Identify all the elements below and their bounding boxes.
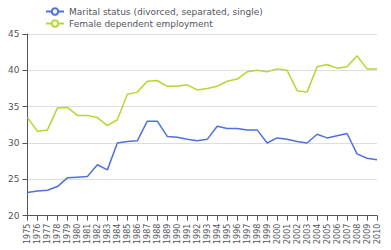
- svg-text:2003: 2003: [303, 224, 312, 244]
- svg-text:1977: 1977: [43, 224, 52, 244]
- svg-text:1987: 1987: [143, 224, 152, 244]
- svg-text:Marital status (divorced, sepa: Marital status (divorced, separated, sin…: [69, 7, 263, 17]
- svg-text:1979: 1979: [63, 224, 72, 244]
- svg-text:1995: 1995: [223, 224, 232, 244]
- svg-text:2002: 2002: [293, 224, 302, 244]
- svg-text:1986: 1986: [133, 224, 142, 244]
- svg-text:1981: 1981: [83, 224, 92, 244]
- svg-text:2005: 2005: [323, 224, 332, 244]
- svg-text:25: 25: [8, 174, 19, 184]
- svg-text:2010: 2010: [373, 224, 382, 244]
- svg-text:1982: 1982: [93, 224, 102, 244]
- svg-text:1990: 1990: [173, 224, 182, 244]
- svg-text:1994: 1994: [213, 224, 222, 244]
- svg-text:20: 20: [8, 211, 20, 221]
- svg-text:2007: 2007: [343, 224, 352, 244]
- svg-text:2004: 2004: [313, 224, 322, 244]
- svg-text:1993: 1993: [203, 224, 212, 244]
- svg-text:1975: 1975: [23, 224, 32, 244]
- svg-text:2000: 2000: [273, 224, 282, 244]
- svg-text:1985: 1985: [123, 224, 132, 244]
- svg-text:1998: 1998: [253, 224, 262, 244]
- svg-text:40: 40: [8, 65, 20, 75]
- svg-text:1989: 1989: [163, 224, 172, 244]
- svg-text:1976: 1976: [33, 224, 42, 244]
- svg-text:30: 30: [8, 138, 20, 148]
- svg-text:35: 35: [8, 102, 19, 112]
- svg-text:1997: 1997: [243, 224, 252, 244]
- svg-text:2009: 2009: [363, 224, 372, 244]
- svg-text:1988: 1988: [153, 224, 162, 244]
- svg-text:1980: 1980: [73, 224, 82, 244]
- svg-text:2006: 2006: [333, 224, 342, 244]
- svg-text:1978: 1978: [53, 224, 62, 244]
- svg-text:1996: 1996: [233, 224, 242, 244]
- svg-text:45: 45: [8, 29, 19, 39]
- svg-text:Female dependent employment: Female dependent employment: [69, 19, 213, 29]
- svg-text:2008: 2008: [353, 224, 362, 244]
- svg-text:2001: 2001: [283, 224, 292, 244]
- svg-text:1983: 1983: [103, 224, 112, 244]
- svg-text:1984: 1984: [113, 224, 122, 244]
- svg-text:1991: 1991: [183, 224, 192, 244]
- svg-text:1999: 1999: [263, 224, 272, 244]
- svg-text:1992: 1992: [193, 224, 202, 244]
